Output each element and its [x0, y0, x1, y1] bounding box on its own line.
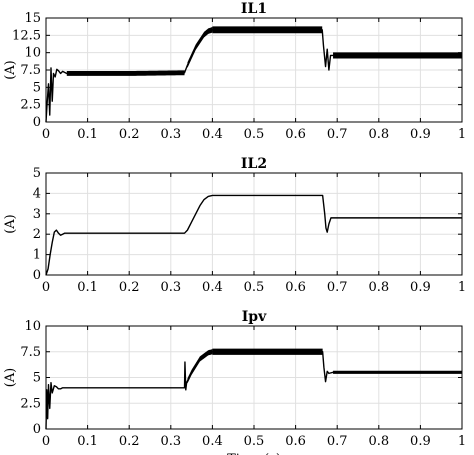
x-tick-label: 0.6: [285, 280, 306, 295]
x-tick-label: 0.5: [244, 127, 265, 142]
x-tick-label: 0.9: [410, 434, 431, 449]
y-tick-label: 0: [33, 422, 41, 437]
x-tick-label: 0.4: [202, 127, 223, 142]
chart-title: Ipv: [242, 309, 267, 325]
y-tick-label: 1: [33, 248, 41, 263]
series-line: [45, 194, 462, 276]
x-tick-label: 0.4: [202, 434, 223, 449]
x-tick-label: 1: [458, 434, 466, 449]
y-tick-label: 0: [33, 115, 41, 130]
y-tick-label: 5: [33, 80, 41, 95]
series-line: [45, 351, 462, 430]
y-tick-label: 2.5: [20, 98, 41, 113]
y-tick-label: 15: [24, 11, 41, 26]
x-tick-label: 0.9: [410, 127, 431, 142]
x-axis-label: Time (s): [227, 452, 281, 455]
y-tick-label: 10: [24, 46, 41, 61]
x-tick-label: 0.6: [285, 127, 306, 142]
y-tick-label: 7.5: [20, 345, 41, 360]
chart-3: 0 0.1 0.2 0.3 0.4 0.5 0.6 0.7 0.8 0.9 102.557.510I…: [3, 309, 466, 455]
x-tick-label: 0.2: [119, 280, 140, 295]
x-tick-label: 0.7: [327, 280, 348, 295]
x-tick-label: 0.7: [327, 127, 348, 142]
y-axis-label: (A): [3, 214, 18, 234]
x-tick-label: 0.8: [368, 434, 389, 449]
ripple-band: [187, 349, 213, 384]
y-tick-label: 5: [33, 371, 41, 386]
x-tick-label: 0.8: [368, 280, 389, 295]
x-tick-label: 0.1: [77, 434, 98, 449]
chart-title: IL2: [241, 156, 267, 172]
y-tick-label: 12.5: [12, 28, 41, 43]
y-tick-label: 2.5: [20, 396, 41, 411]
x-tick-label: 1: [458, 280, 466, 295]
y-tick-label: 2: [33, 227, 41, 242]
chart-title: IL1: [241, 1, 267, 17]
x-tick-label: 1: [458, 127, 466, 142]
x-tick-label: 0.2: [119, 127, 140, 142]
y-tick-label: 10: [24, 319, 41, 334]
y-axis-label: (A): [3, 60, 18, 80]
y-tick-label: 5: [33, 166, 41, 181]
ripple-band: [187, 27, 213, 68]
x-tick-label: 0.1: [77, 280, 98, 295]
x-tick-label: 0.6: [285, 434, 306, 449]
x-tick-label: 0.9: [410, 280, 431, 295]
x-tick-label: 0.3: [160, 280, 181, 295]
x-tick-label: 0: [42, 280, 50, 295]
y-tick-label: 7.5: [20, 63, 41, 78]
x-tick-label: 0.5: [244, 280, 265, 295]
x-tick-label: 0.3: [160, 127, 181, 142]
x-tick-label: 0.4: [202, 280, 223, 295]
x-tick-label: 0.2: [119, 434, 140, 449]
x-tick-label: 0.7: [327, 434, 348, 449]
series-line: [45, 29, 462, 123]
y-axis-label: (A): [3, 368, 18, 388]
y-tick-label: 0: [33, 268, 41, 283]
x-tick-label: 0.5: [244, 434, 265, 449]
x-tick-label: 0: [42, 127, 50, 142]
chart-1: 0 0.1 0.2 0.3 0.4 0.5 0.6 0.7 0.8 0.9 102.557.5101…: [3, 1, 466, 142]
y-tick-label: 3: [33, 207, 41, 222]
y-tick-label: 4: [33, 186, 41, 201]
x-tick-label: 0.8: [368, 127, 389, 142]
x-tick-label: 0.1: [77, 127, 98, 142]
chart-2: 0 0.1 0.2 0.3 0.4 0.5 0.6 0.7 0.8 0.9 1 0 1 2 3 4 5 IL2 (A…: [3, 156, 466, 295]
x-tick-label: 0: [42, 434, 50, 449]
x-tick-label: 0.3: [160, 434, 181, 449]
